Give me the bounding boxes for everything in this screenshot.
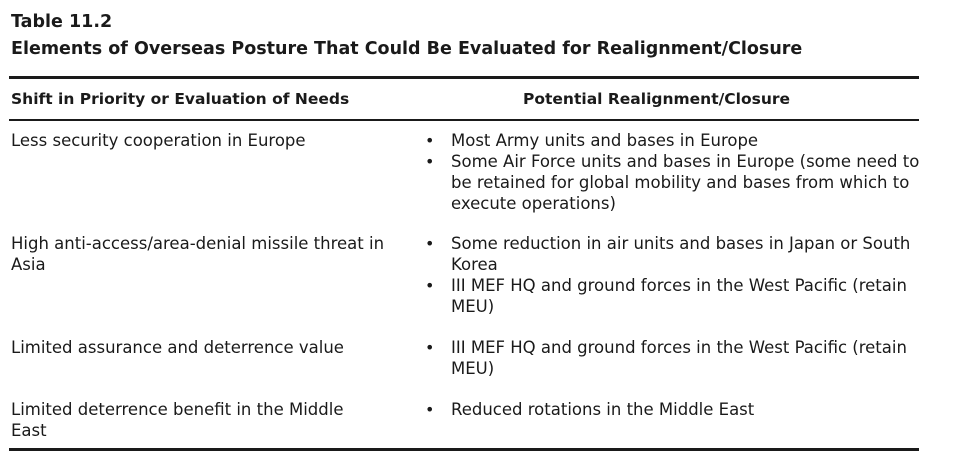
table-number: Table 11.2 xyxy=(11,12,113,32)
bullet-icon: • xyxy=(425,338,435,357)
closure-text: III MEF HQ and ground forces in the West… xyxy=(451,276,907,316)
list-item: • III MEF HQ and ground forces in the We… xyxy=(425,275,925,317)
list-item: • III MEF HQ and ground forces in the We… xyxy=(425,337,925,379)
list-item: • Reduced rotations in the Middle East xyxy=(425,399,925,420)
need-cell: Less security cooperation in Europe xyxy=(11,131,306,150)
closure-list: • Some reduction in air units and bases … xyxy=(425,233,925,317)
bullet-icon: • xyxy=(425,152,435,171)
bullet-icon: • xyxy=(425,234,435,253)
list-item: • Some reduction in air units and bases … xyxy=(425,233,925,275)
closure-list: • Reduced rotations in the Middle East xyxy=(425,399,925,420)
bullet-icon: • xyxy=(425,131,435,150)
top-rule xyxy=(9,76,919,79)
header-rule xyxy=(9,119,919,121)
need-cell: High anti-access/area-denial missile thr… xyxy=(11,234,385,274)
closure-text: Some Air Force units and bases in Europe… xyxy=(451,152,920,213)
closure-list: • III MEF HQ and ground forces in the We… xyxy=(425,337,925,379)
list-item: • Most Army units and bases in Europe xyxy=(425,130,925,151)
closure-list: • Most Army units and bases in Europe • … xyxy=(425,130,925,214)
closure-text: Most Army units and bases in Europe xyxy=(451,131,759,150)
need-cell: Limited deterrence benefit in the Middle… xyxy=(11,400,344,440)
closure-text: Reduced rotations in the Middle East xyxy=(451,400,755,419)
bullet-icon: • xyxy=(425,276,435,295)
closure-text: III MEF HQ and ground forces in the West… xyxy=(451,338,907,378)
closure-text: Some reduction in air units and bases in… xyxy=(451,234,911,274)
list-item: • Some Air Force units and bases in Euro… xyxy=(425,151,925,214)
column-header-closure: Potential Realignment/Closure xyxy=(523,90,791,108)
need-cell: Limited assurance and deterrence value xyxy=(11,338,344,357)
bullet-icon: • xyxy=(425,400,435,419)
bottom-rule xyxy=(9,448,919,451)
column-header-need: Shift in Priority or Evaluation of Needs xyxy=(11,90,350,108)
table-title: Elements of Overseas Posture That Could … xyxy=(11,39,803,59)
